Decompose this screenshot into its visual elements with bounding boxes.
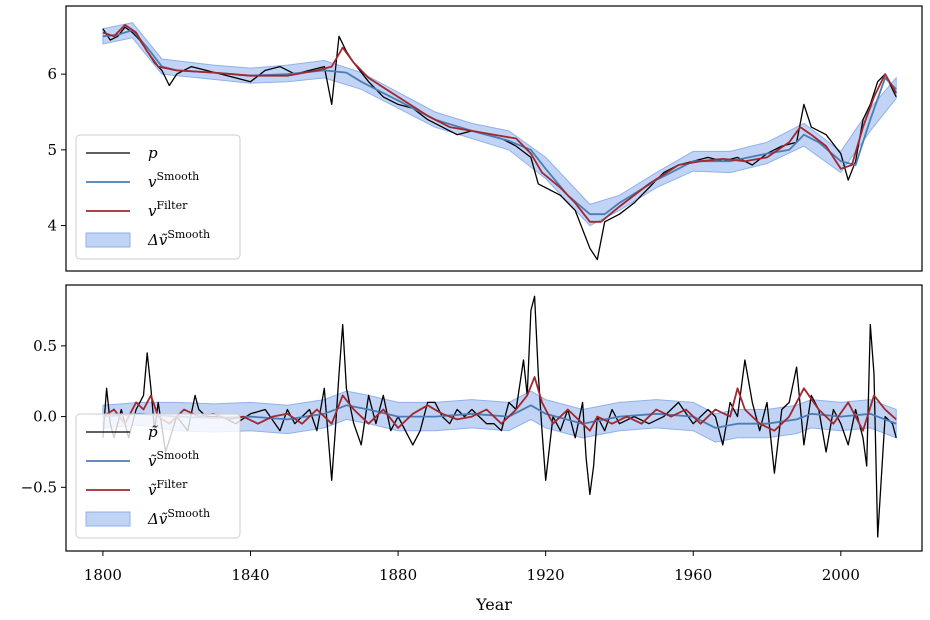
x-tick-label: 1800 [84,566,122,584]
bottom-panel: −0.50.00.5 1800 1840 1880 1920 1960 2000 p̃ṽS… [21,284,923,614]
y-tick-label: 0.0 [33,408,57,426]
legend-label-p: p [148,144,158,162]
x-tick-label: 1960 [674,566,712,584]
series-line-v_filter [102,23,897,223]
legend-label-p: p̃ [148,423,158,441]
y-tick-label: −0.5 [21,478,57,496]
x-tick-label: 1880 [379,566,417,584]
y-tick-label: 5 [47,141,57,159]
series-line-v_smooth [102,404,897,429]
y-tick-label: 6 [47,65,57,83]
legend-swatch-band [85,511,131,527]
y-tick-label: 4 [47,217,57,235]
y-tick-label: 0.5 [33,337,57,355]
legend-box [75,413,241,539]
legend-swatch-band [85,232,131,248]
legend-box [75,134,241,260]
x-axis-title: Year [475,595,512,614]
x-tick-label: 1840 [231,566,269,584]
bottom-panel-frame [65,284,923,552]
x-tick-label: 2000 [822,566,860,584]
top-panel-frame [65,5,923,272]
x-tick-label: 1920 [527,566,565,584]
